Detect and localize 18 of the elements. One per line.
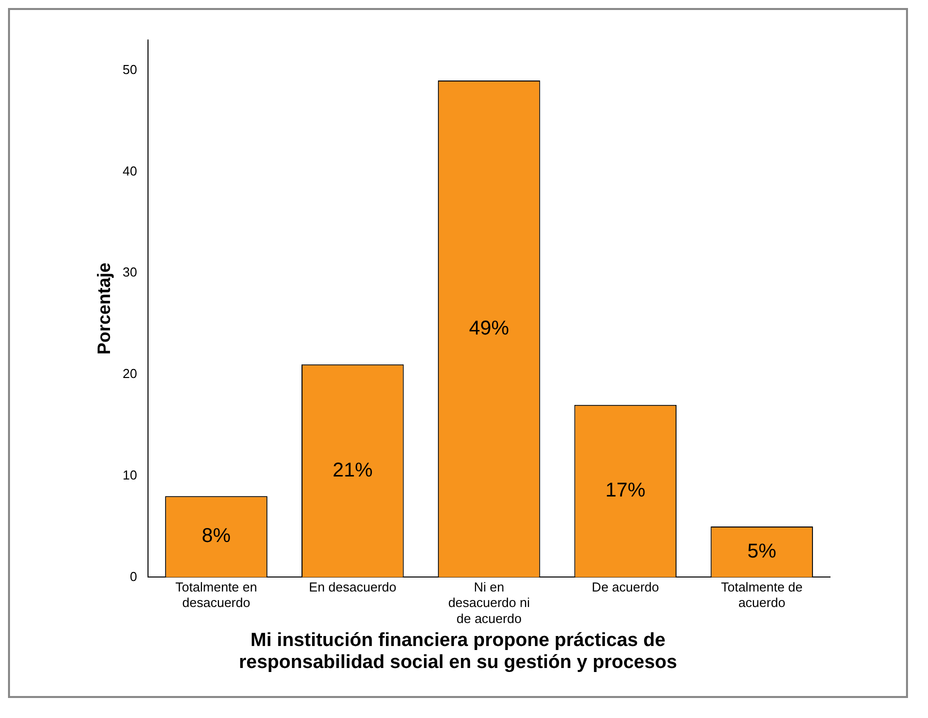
y-tick-label: 20 bbox=[122, 366, 138, 382]
y-axis-title: Porcentaje bbox=[94, 262, 114, 355]
data-label: 5% bbox=[747, 540, 776, 562]
y-tick-label: 30 bbox=[122, 264, 138, 280]
data-label: 21% bbox=[332, 459, 373, 482]
x-tick-label: De acuerdo bbox=[592, 580, 660, 595]
data-label: 49% bbox=[469, 317, 510, 340]
x-tick-label: Ni en desacuerdo ni de acuerdo bbox=[448, 580, 530, 626]
x-tick-label: En desacuerdo bbox=[308, 580, 396, 595]
y-tick-label: 50 bbox=[122, 62, 138, 77]
data-label: 17% bbox=[605, 480, 646, 502]
x-axis-title: Mi institución financiera propone prácticas de responsabilidad social en su gestión y procesos bbox=[238, 630, 678, 674]
data-label: 8% bbox=[202, 525, 231, 548]
y-tick-label: 10 bbox=[122, 467, 138, 482]
y-tick-label: 0 bbox=[130, 568, 138, 584]
x-tick-label: Totalmente en desacuerdo bbox=[175, 580, 258, 610]
x-tick-label: Totalmente de acuerdo bbox=[720, 580, 803, 610]
y-tick-label: 40 bbox=[122, 163, 138, 178]
